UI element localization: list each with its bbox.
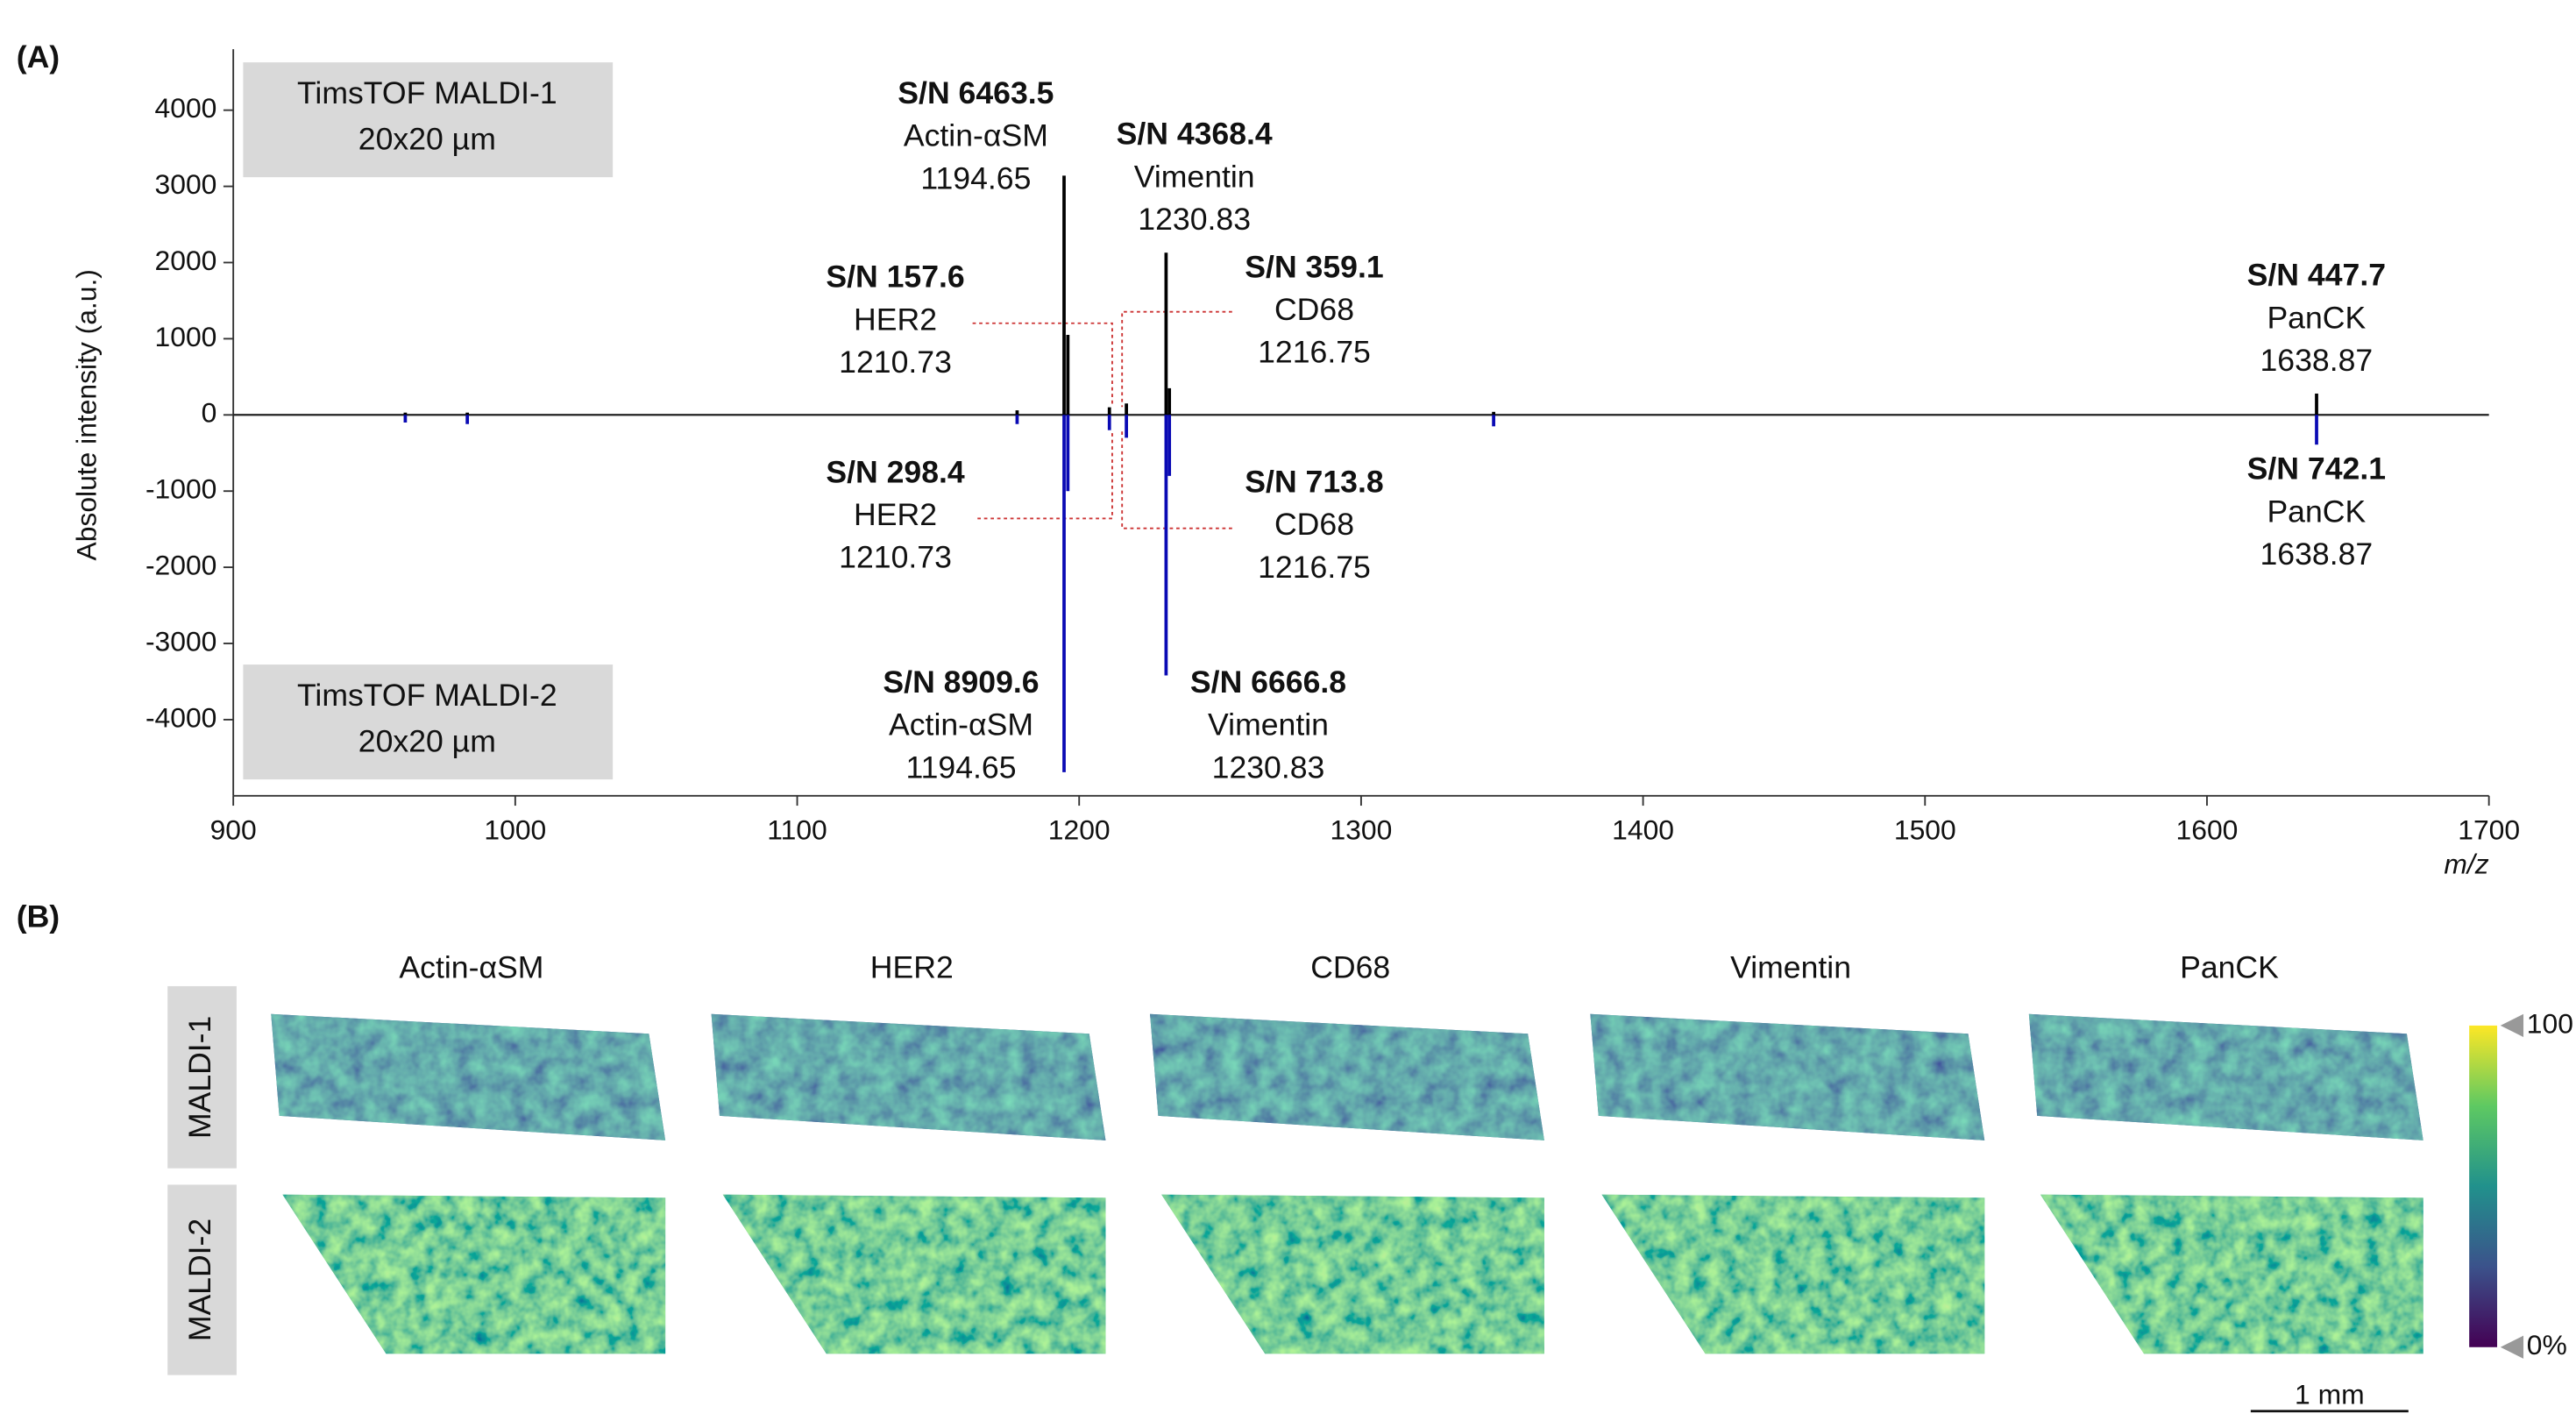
panel-label: (B)	[17, 899, 60, 934]
annotation-sn: S/N 4368.4	[1117, 117, 1273, 152]
colorbar-marker	[2500, 1335, 2524, 1359]
column-label: Vimentin	[1730, 950, 1851, 985]
annotation-protein: Actin-αSM	[904, 118, 1048, 153]
y-tick-label: -2000	[145, 550, 216, 581]
colorbar-label: 0%	[2527, 1329, 2567, 1361]
row-label-box	[167, 985, 237, 1169]
y-tick-label: -4000	[145, 701, 216, 733]
x-tick-label: 1000	[484, 814, 546, 845]
x-tick-label: 1700	[2458, 814, 2520, 845]
annotation-mz: 1194.65	[905, 750, 1016, 785]
annotation-sn: S/N 6463.5	[898, 75, 1054, 110]
y-tick-label: 0	[202, 397, 217, 429]
legend-label: TimsTOF MALDI-2	[297, 678, 557, 713]
leader-line	[1121, 430, 1232, 529]
annotation-sn: S/N 157.6	[826, 259, 964, 295]
annotation-mz: 1638.87	[2260, 343, 2374, 378]
y-axis-label: Absolute intensity (a.u.)	[71, 269, 103, 560]
annotation-mz: 1230.83	[1138, 202, 1251, 237]
annotation-sn: S/N 298.4	[826, 454, 965, 489]
legend-label: 20x20 µm	[358, 121, 496, 156]
legend-label: TimsTOF MALDI-1	[297, 75, 557, 110]
annotation-sn: S/N 447.7	[2247, 258, 2386, 293]
leader-line	[1121, 310, 1232, 408]
ion-image	[711, 1013, 1106, 1140]
y-tick-label: 4000	[155, 92, 217, 124]
ion-image	[2028, 1013, 2423, 1140]
annotation-protein: HER2	[854, 302, 937, 337]
annotation-mz: 1210.73	[839, 540, 952, 575]
annotation-protein: CD68	[1274, 292, 1354, 327]
row-label: MALDI-2	[182, 1219, 217, 1341]
leader-line	[977, 430, 1113, 520]
ion-image	[1590, 1013, 1985, 1140]
y-tick-label: -3000	[145, 625, 216, 657]
column-label: Actin-αSM	[399, 950, 543, 985]
x-tick-label: 1500	[1894, 814, 1956, 845]
leader-line	[972, 322, 1113, 408]
ion-image	[2040, 1194, 2423, 1354]
annotation-sn: S/N 6666.8	[1190, 664, 1346, 700]
ion-image	[1161, 1194, 1544, 1354]
annotation-protein: PanCK	[2267, 494, 2366, 529]
annotation-mz: 1638.87	[2260, 536, 2374, 572]
colorbar	[2469, 1025, 2498, 1347]
y-tick-label: 2000	[155, 245, 217, 276]
leader-lines	[972, 310, 1232, 529]
annotation-sn: S/N 742.1	[2247, 451, 2386, 487]
annotation-mz: 1210.73	[839, 345, 952, 380]
annotation-protein: PanCK	[2267, 300, 2366, 335]
x-tick-label: 1600	[2176, 814, 2239, 845]
ion-image	[722, 1194, 1106, 1354]
annotation-protein: Vimentin	[1134, 159, 1255, 194]
ion-image	[282, 1194, 666, 1354]
annotation-mz: 1194.65	[920, 160, 1031, 195]
annotation-mz: 1216.75	[1258, 550, 1371, 585]
column-label: HER2	[870, 950, 954, 985]
ion-image	[1601, 1194, 1985, 1354]
legend-box	[243, 62, 614, 178]
annotation-sn: S/N 8909.6	[883, 664, 1039, 700]
colorbar-label: 100	[2527, 1007, 2573, 1039]
scale-bar-label: 1 mm	[2295, 1378, 2365, 1410]
x-tick-label: 900	[210, 814, 257, 845]
panel-label: (A)	[17, 39, 60, 75]
x-tick-label: 1300	[1330, 814, 1392, 845]
y-tick-label: 1000	[155, 321, 217, 352]
annotation-protein: CD68	[1274, 507, 1354, 542]
column-label: CD68	[1310, 950, 1390, 985]
colorbar-marker	[2500, 1013, 2524, 1037]
row-label-box	[167, 1184, 237, 1375]
legend-box	[243, 664, 614, 780]
annotation-sn: S/N 359.1	[1245, 249, 1383, 284]
x-tick-label: 1100	[767, 814, 827, 845]
annotation-protein: Vimentin	[1208, 707, 1329, 742]
legend-label: 20x20 µm	[358, 723, 496, 758]
x-tick-label: 1400	[1612, 814, 1674, 845]
ion-image	[1150, 1013, 1544, 1140]
x-tick-label: 1200	[1048, 814, 1111, 845]
x-axis-label: m/z	[2444, 849, 2488, 880]
annotation-protein: Actin-αSM	[889, 707, 1033, 742]
annotation-mz: 1216.75	[1258, 335, 1371, 370]
row-label: MALDI-1	[182, 1016, 217, 1139]
annotation-mz: 1230.83	[1212, 750, 1325, 785]
y-tick-label: -1000	[145, 473, 216, 505]
annotation-protein: HER2	[854, 497, 937, 532]
annotation-sn: S/N 713.8	[1245, 465, 1383, 500]
column-label: PanCK	[2180, 950, 2279, 985]
y-tick-label: 3000	[155, 168, 217, 200]
ion-image	[271, 1013, 666, 1140]
